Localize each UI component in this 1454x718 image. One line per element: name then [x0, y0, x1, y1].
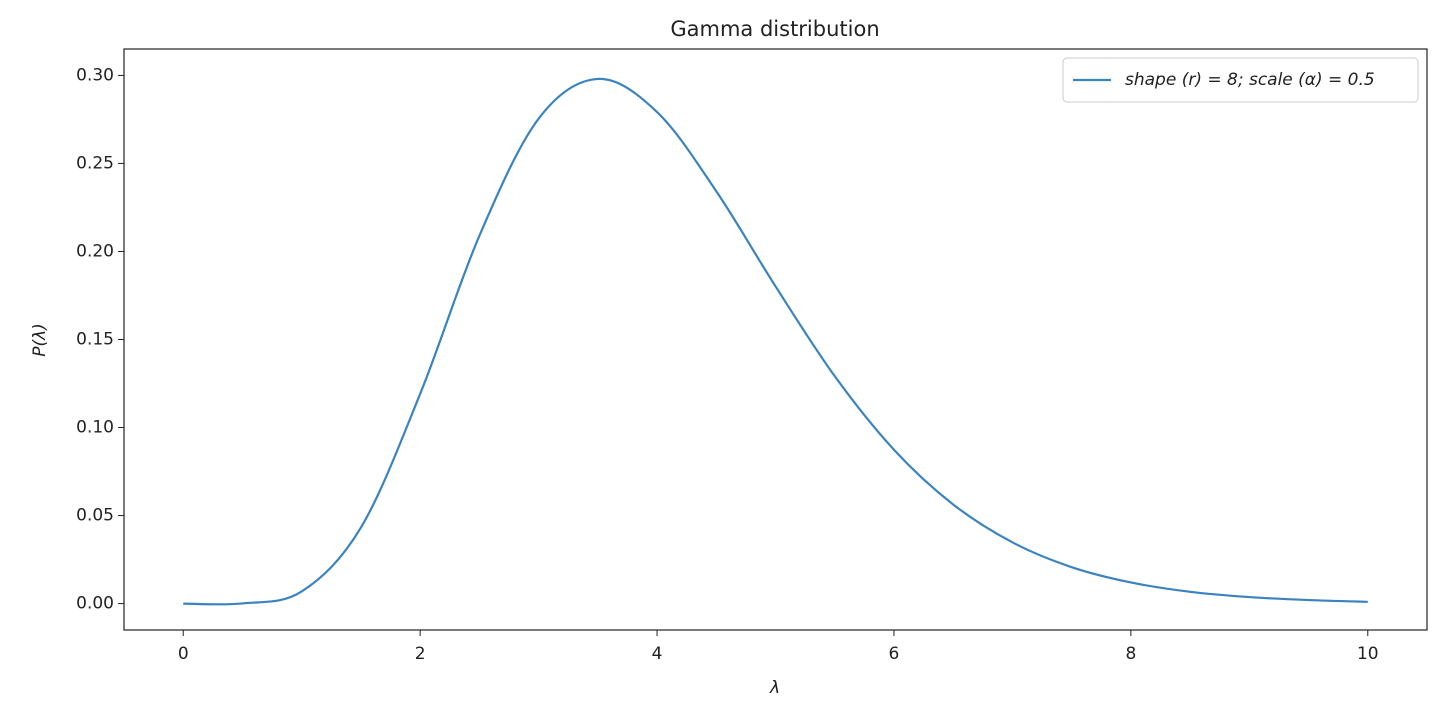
- x-tick-label: 10: [1357, 644, 1379, 664]
- y-tick-label: 0.25: [76, 153, 114, 173]
- y-axis-label: P(λ): [30, 323, 50, 357]
- chart-title: Gamma distribution: [670, 17, 879, 41]
- plot-frame: [123, 48, 1428, 631]
- y-tick-label: 0.30: [76, 65, 114, 85]
- y-tick-label: 0.05: [76, 506, 114, 526]
- x-tick-label: 0: [178, 644, 189, 664]
- x-tick-label: 6: [889, 644, 900, 664]
- x-tick-label: 4: [652, 644, 663, 664]
- y-tick-label: 0.15: [76, 330, 114, 350]
- y-tick-label: 0.00: [76, 594, 114, 614]
- x-tick-label: 8: [1125, 644, 1136, 664]
- legend-box: [1062, 57, 1419, 103]
- y-tick-label: 0.20: [76, 241, 114, 261]
- x-tick-label: 2: [415, 644, 426, 664]
- x-axis-label: λ: [769, 678, 780, 698]
- y-tick-label: 0.10: [76, 418, 114, 438]
- data-line: [183, 77, 1368, 606]
- legend-label: shape (r) = 8; scale (α) = 0.5: [1125, 70, 1375, 90]
